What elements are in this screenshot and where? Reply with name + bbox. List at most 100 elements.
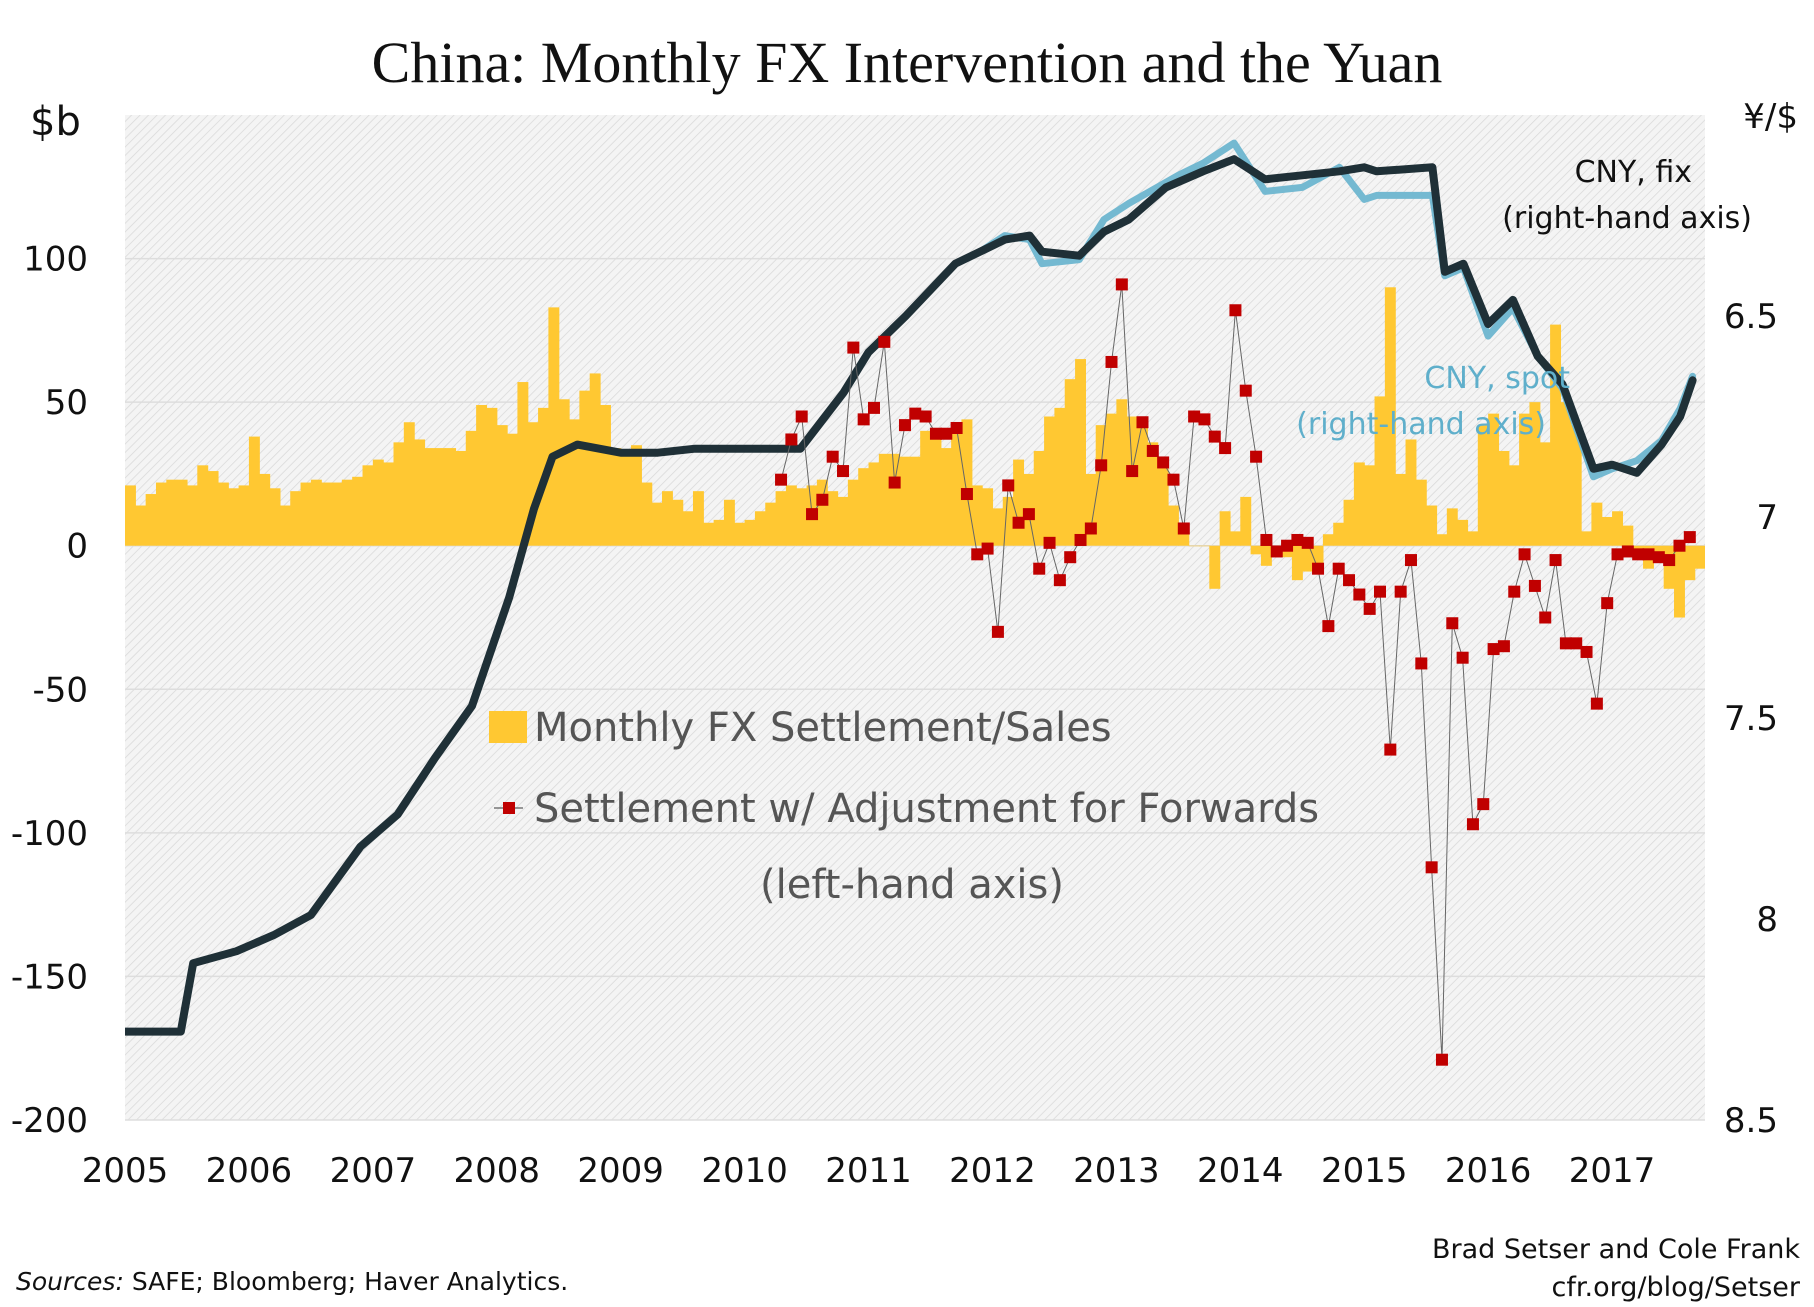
annotation-fix-axis-note: (right-hand axis) — [1502, 201, 1752, 236]
settlement-bar — [125, 485, 136, 546]
forward-adjusted-marker — [806, 508, 819, 521]
forward-adjusted-marker — [1673, 539, 1686, 552]
left-axis-ticks: 100 50 0 -50 -100 -150 -200 — [11, 240, 88, 1141]
settlement-bar — [403, 422, 415, 546]
settlement-bars — [125, 287, 1809, 914]
settlement-bar — [1736, 546, 1747, 713]
settlement-bar — [548, 307, 560, 546]
settlement-bar — [1095, 425, 1107, 546]
forward-adjusted-marker — [1188, 410, 1201, 423]
forward-adjusted-marker — [1084, 522, 1097, 535]
forward-adjusted-marker — [857, 413, 870, 426]
settlement-bar — [1343, 499, 1355, 546]
forward-adjusted-marker — [1115, 278, 1128, 291]
settlement-bar — [1529, 402, 1541, 546]
settlement-bar — [1044, 416, 1056, 546]
settlement-bar — [1788, 546, 1799, 667]
settlement-bar — [600, 405, 611, 546]
settlement-bar — [496, 425, 508, 546]
settlement-bar — [1384, 287, 1396, 546]
forward-adjusted-marker — [919, 410, 932, 423]
forward-adjusted-marker — [1570, 637, 1583, 650]
forward-adjusted-marker — [1043, 536, 1056, 549]
settlement-bar — [269, 488, 281, 546]
settlement-bar — [155, 482, 167, 546]
x-tick-label: 2014 — [1197, 1151, 1284, 1191]
forward-adjusted-marker — [1353, 588, 1366, 601]
settlement-bar — [878, 453, 890, 546]
annotation-fix-label: CNY, fix — [1575, 155, 1692, 190]
settlement-bar — [785, 485, 797, 546]
forward-adjusted-marker — [1126, 465, 1139, 478]
settlement-bar — [1126, 416, 1138, 546]
settlement-bar — [1364, 465, 1376, 546]
forward-adjusted-marker — [1487, 643, 1500, 656]
settlement-bar — [465, 430, 477, 546]
settlement-bar — [290, 491, 302, 546]
settlement-bar — [176, 479, 188, 546]
forward-adjusted-marker — [1250, 450, 1263, 463]
forward-adjusted-marker — [1157, 456, 1170, 469]
settlement-bar — [259, 473, 271, 546]
settlement-bar — [1064, 379, 1076, 546]
settlement-bar — [1209, 545, 1221, 589]
settlement-bar — [414, 439, 426, 546]
settlement-bar — [692, 491, 704, 546]
settlement-bar — [166, 479, 178, 546]
x-tick-label: 2009 — [577, 1151, 664, 1191]
settlement-bar — [1312, 545, 1324, 566]
left-tick-label: -200 — [11, 1101, 88, 1141]
settlement-bar — [682, 511, 694, 546]
settlement-bar — [393, 442, 405, 546]
settlement-bar — [352, 476, 364, 546]
settlement-bar — [1353, 462, 1365, 546]
forward-adjusted-marker — [929, 427, 942, 440]
settlement-bar — [1798, 546, 1809, 914]
forward-adjusted-marker — [1642, 548, 1655, 561]
forward-adjusted-marker — [1301, 536, 1314, 549]
settlement-bar — [1219, 511, 1231, 546]
settlement-bar — [1457, 519, 1469, 546]
forward-adjusted-marker — [981, 542, 994, 555]
forward-adjusted-marker — [1291, 533, 1304, 546]
settlement-bar — [341, 479, 353, 546]
settlement-bar — [930, 427, 942, 546]
settlement-bar — [1085, 473, 1097, 546]
forward-adjusted-marker — [867, 401, 880, 414]
settlement-bar — [1436, 534, 1448, 546]
settlement-bar — [1198, 545, 1210, 547]
forward-adjusted-marker — [1219, 442, 1232, 455]
settlement-bar — [1157, 462, 1169, 546]
forward-adjusted-marker — [1394, 585, 1407, 598]
settlement-bar — [1333, 522, 1345, 546]
right-tick-label: 8.5 — [1724, 1101, 1778, 1141]
forward-adjusted-marker — [1105, 355, 1118, 368]
left-tick-label: -50 — [32, 670, 88, 710]
settlement-bar — [1601, 517, 1613, 546]
x-tick-label: 2013 — [1073, 1151, 1160, 1191]
settlement-bar — [868, 462, 880, 546]
settlement-bar — [1137, 419, 1148, 546]
settlement-bar — [1560, 402, 1572, 546]
forward-adjusted-marker — [837, 465, 850, 478]
forward-adjusted-marker — [1415, 657, 1428, 670]
x-tick-label: 2011 — [825, 1151, 912, 1191]
settlement-bar — [1674, 545, 1685, 618]
forward-adjusted-marker — [909, 407, 922, 420]
forward-adjusted-marker — [1477, 798, 1490, 811]
settlement-bar — [517, 382, 529, 546]
forward-adjusted-marker — [1312, 562, 1325, 575]
settlement-bar — [310, 479, 322, 546]
settlement-bar — [816, 479, 828, 546]
forward-adjusted-marker — [888, 476, 901, 489]
forward-adjusted-marker — [971, 548, 984, 561]
forward-adjusted-marker — [1549, 554, 1562, 567]
settlement-bar — [569, 419, 580, 546]
forward-adjusted-marker — [1456, 651, 1469, 664]
settlement-bar — [889, 453, 901, 546]
legend-axis-note: (left-hand axis) — [760, 862, 1064, 908]
forward-adjusted-marker — [1621, 545, 1634, 558]
right-tick-label: 8 — [1756, 900, 1778, 940]
x-tick-label: 2006 — [206, 1151, 293, 1191]
